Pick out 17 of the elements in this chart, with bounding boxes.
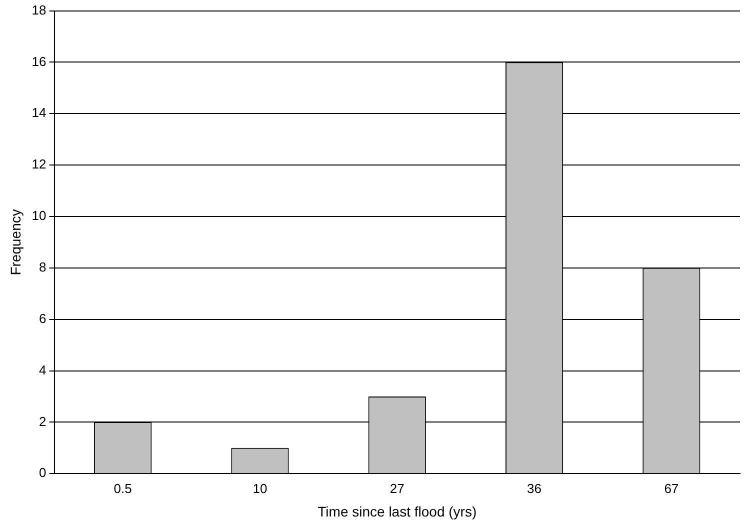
y-tick-label: 8 — [39, 259, 46, 274]
y-axis-title: Frequency — [7, 209, 24, 276]
y-tick-label: 4 — [39, 362, 46, 378]
y-tick-label: 0 — [39, 465, 46, 480]
y-tick-label: 16 — [32, 54, 46, 69]
x-tick-label: 10 — [252, 480, 268, 496]
x-tick-label: 36 — [527, 480, 542, 496]
y-tick-label: 2 — [39, 414, 46, 429]
y-tick-label: 14 — [32, 105, 46, 120]
y-tick-label: 18 — [32, 2, 46, 18]
y-tick-label: 10 — [32, 208, 46, 224]
y-tick-label: 6 — [39, 310, 46, 326]
y-tick-label: 12 — [32, 156, 46, 172]
x-tick-label: 0.5 — [114, 480, 132, 496]
x-tick-label: 67 — [664, 480, 679, 496]
x-axis-title: Time since last flood (yrs) — [318, 503, 477, 520]
x-tick-label: 27 — [390, 480, 404, 496]
